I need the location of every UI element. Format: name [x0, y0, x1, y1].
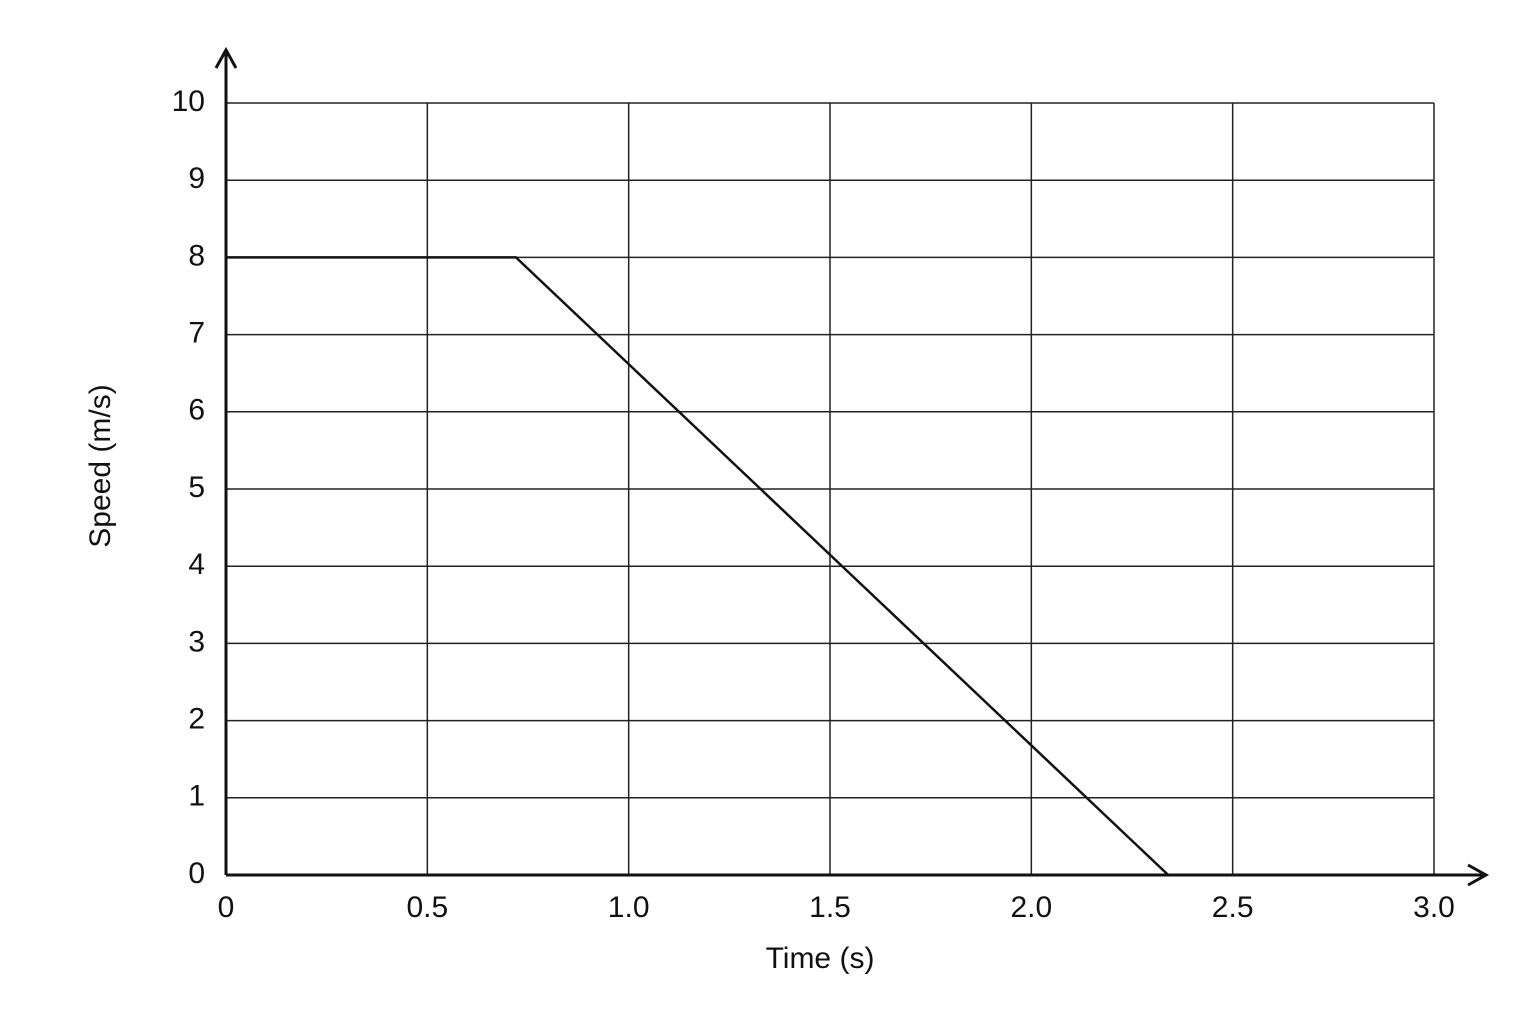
x-tick-label: 2.0	[1010, 891, 1052, 924]
y-tick-label: 4	[188, 548, 205, 581]
y-tick-label: 7	[188, 317, 205, 350]
x-tick-label: 2.5	[1212, 891, 1254, 924]
y-tick-label: 5	[188, 471, 205, 504]
x-axis-arrow	[1467, 863, 1490, 887]
y-tick-label: 8	[188, 239, 205, 272]
x-tick-label: 1.0	[608, 891, 650, 924]
y-tick-label: 1	[188, 780, 205, 813]
x-tick-label: 0.5	[406, 891, 448, 924]
y-tick-label: 9	[188, 162, 205, 195]
y-tick-label: 10	[172, 85, 205, 118]
x-tick-label: 0	[218, 891, 235, 924]
y-tick-label: 0	[188, 857, 205, 890]
y-tick-label: 3	[188, 625, 205, 658]
data-line	[226, 256, 1170, 876]
x-tick-label: 3.0	[1413, 891, 1455, 924]
x-axis-label: Time (s)	[766, 942, 875, 975]
y-axis-arrow	[214, 46, 238, 69]
y-axis-label: Speed (m/s)	[84, 384, 117, 547]
y-tick-label: 6	[188, 394, 205, 427]
y-tick-label: 2	[188, 703, 205, 736]
x-tick-label: 1.5	[809, 891, 851, 924]
